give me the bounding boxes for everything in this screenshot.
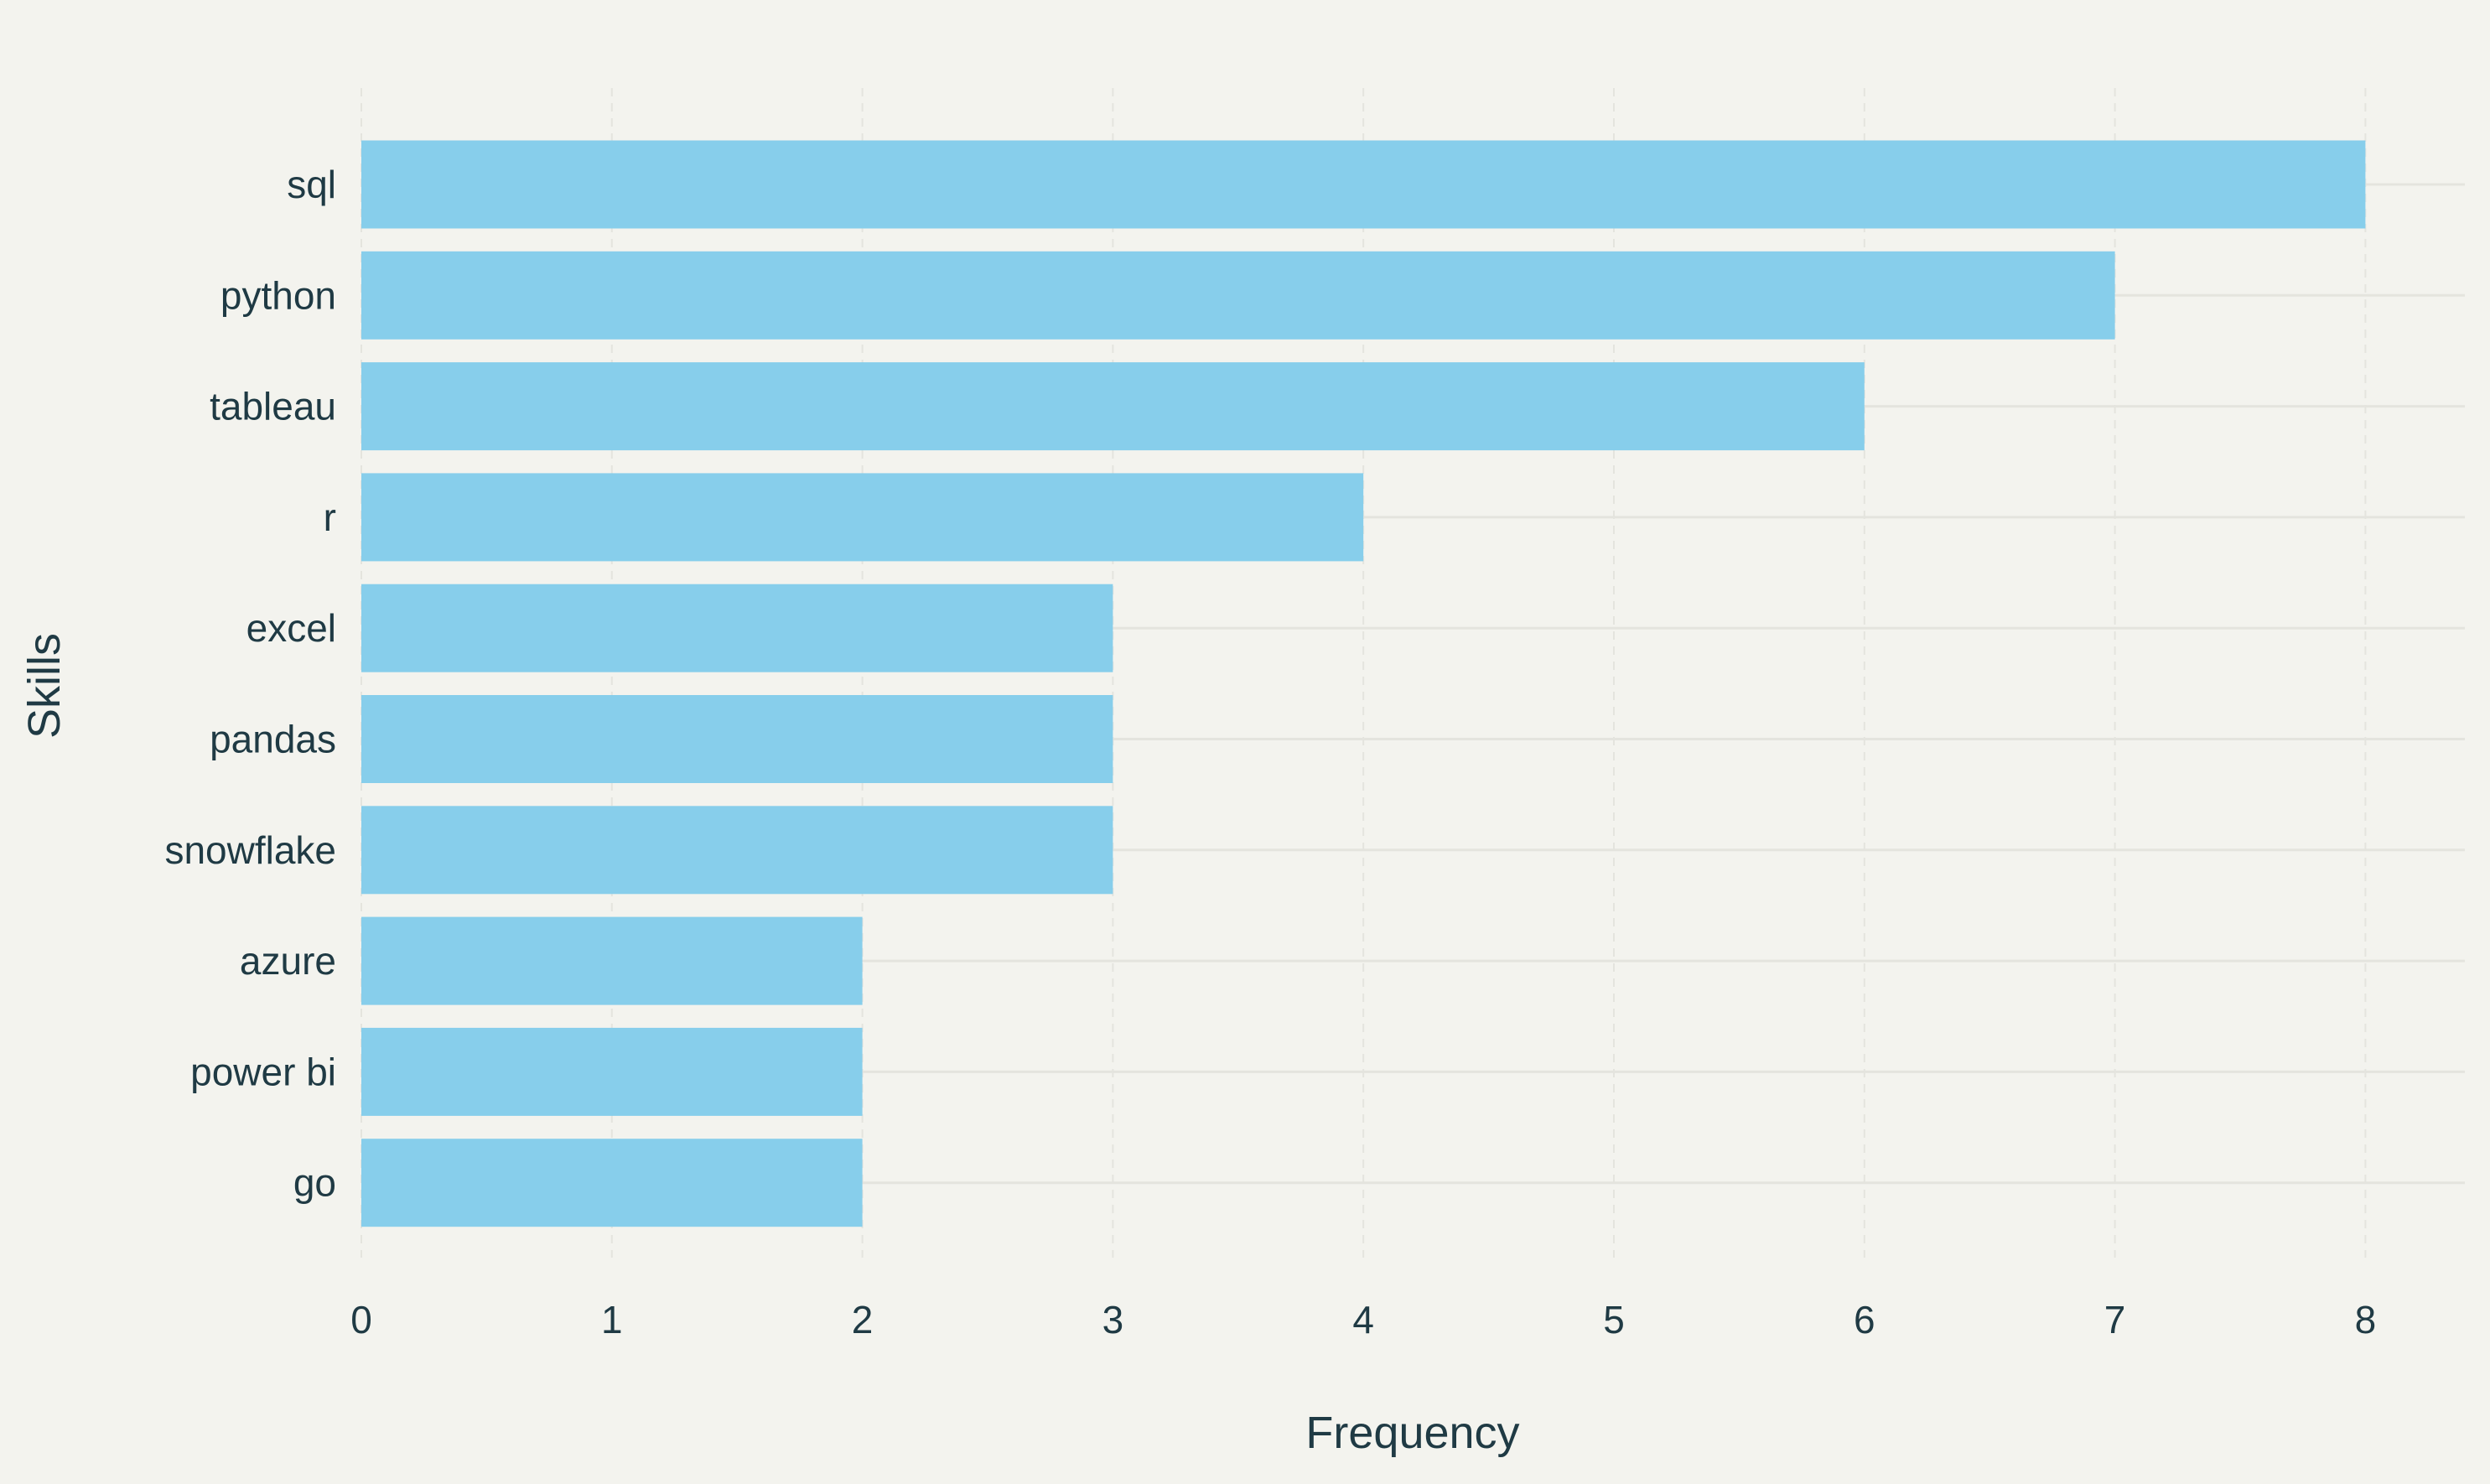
y-tick-label: sql [287, 163, 336, 206]
y-tick-label: pandas [210, 718, 336, 761]
bar-python [361, 251, 2115, 340]
bar-r [361, 473, 1364, 562]
x-tick-label: 5 [1603, 1298, 1625, 1341]
bar-pandas [361, 695, 1113, 783]
y-axis-title: Skills [19, 633, 70, 739]
x-tick-label: 7 [2104, 1298, 2126, 1341]
y-tick-label: r [324, 496, 336, 539]
y-tick-label: python [220, 273, 336, 317]
bar-go [361, 1139, 863, 1227]
y-tick-label: tableau [210, 385, 336, 428]
bar-snowflake [361, 806, 1113, 895]
y-tick-label: go [293, 1161, 336, 1205]
x-axis-title: Frequency [1305, 1408, 1519, 1458]
x-tick-label: 2 [852, 1298, 874, 1341]
x-tick-label: 3 [1102, 1298, 1124, 1341]
bar-power-bi [361, 1027, 863, 1116]
x-tick-label: 4 [1352, 1298, 1374, 1341]
x-tick-label: 6 [1854, 1298, 1875, 1341]
x-tick-label: 0 [350, 1298, 372, 1341]
bar-tableau [361, 362, 1865, 451]
bars [361, 140, 2366, 1227]
y-tick-label: excel [246, 606, 336, 650]
bar-azure [361, 916, 863, 1005]
y-tick-label: azure [240, 939, 336, 983]
bar-excel [361, 584, 1113, 672]
bar-sql [361, 140, 2366, 229]
x-tick-label: 1 [601, 1298, 623, 1341]
y-tick-label: power bi [190, 1050, 336, 1093]
x-tick-labels: 0 1 2 3 4 5 6 7 8 [350, 1298, 2376, 1341]
y-tick-labels: sql python tableau r excel pandas snowflake azu… [164, 163, 336, 1205]
y-tick-label: snowflake [164, 828, 336, 872]
x-tick-label: 8 [2355, 1298, 2377, 1341]
